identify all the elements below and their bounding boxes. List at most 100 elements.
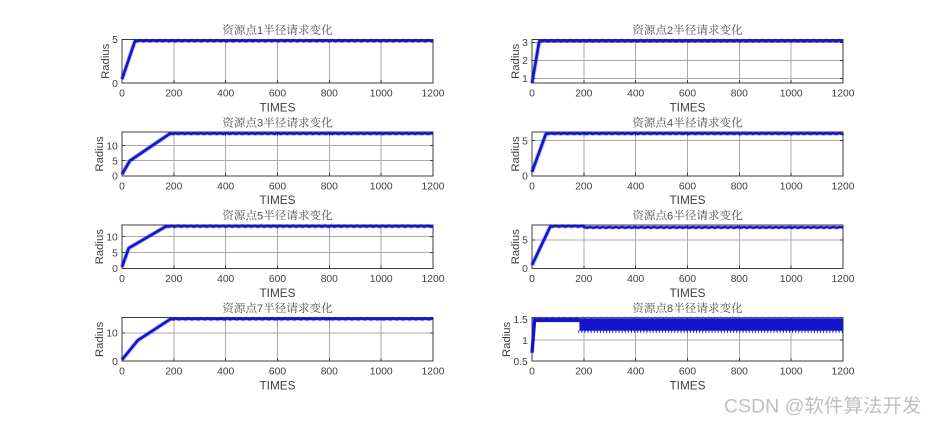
svg-text:1000: 1000 xyxy=(370,89,393,100)
svg-text:0: 0 xyxy=(529,367,535,378)
svg-text:1200: 1200 xyxy=(422,367,445,378)
svg-text:3: 3 xyxy=(522,38,528,49)
svg-text:0: 0 xyxy=(112,357,118,368)
svg-text:TIMES: TIMES xyxy=(259,193,295,207)
svg-text:5: 5 xyxy=(257,210,263,222)
svg-text:1000: 1000 xyxy=(780,181,803,192)
svg-text:TIMES: TIMES xyxy=(669,286,705,300)
svg-text:1200: 1200 xyxy=(832,274,855,285)
svg-text:1200: 1200 xyxy=(422,181,445,192)
svg-text:400: 400 xyxy=(627,181,644,192)
svg-text:600: 600 xyxy=(269,367,286,378)
svg-text:8: 8 xyxy=(667,303,673,315)
svg-text:Radius: Radius xyxy=(501,321,513,357)
svg-text:200: 200 xyxy=(165,274,182,285)
svg-text:1.5: 1.5 xyxy=(513,315,528,326)
svg-text:800: 800 xyxy=(321,89,338,100)
svg-text:200: 200 xyxy=(575,274,592,285)
svg-text:5: 5 xyxy=(522,136,528,147)
svg-text:600: 600 xyxy=(679,274,696,285)
svg-text:TIMES: TIMES xyxy=(669,379,705,393)
svg-text:200: 200 xyxy=(575,181,592,192)
svg-text:0: 0 xyxy=(112,172,118,183)
svg-text:1000: 1000 xyxy=(370,181,393,192)
svg-text:5: 5 xyxy=(112,248,118,259)
svg-text:1000: 1000 xyxy=(780,274,803,285)
svg-text:CSDN @: CSDN @ xyxy=(725,397,805,419)
svg-text:200: 200 xyxy=(165,89,182,100)
svg-text:TIMES: TIMES xyxy=(259,379,295,393)
svg-text:200: 200 xyxy=(575,89,592,100)
svg-text:1200: 1200 xyxy=(832,89,855,100)
svg-text:0: 0 xyxy=(529,274,535,285)
svg-text:600: 600 xyxy=(679,89,696,100)
svg-text:800: 800 xyxy=(731,181,748,192)
svg-text:2: 2 xyxy=(667,25,673,37)
svg-text:TIMES: TIMES xyxy=(669,193,705,207)
svg-text:400: 400 xyxy=(217,89,234,100)
svg-text:0: 0 xyxy=(119,367,125,378)
svg-text:0: 0 xyxy=(119,89,125,100)
svg-text:400: 400 xyxy=(627,274,644,285)
svg-text:10: 10 xyxy=(106,232,118,243)
svg-text:3: 3 xyxy=(257,118,263,130)
svg-text:Radius: Radius xyxy=(94,229,106,265)
svg-text:0: 0 xyxy=(522,264,528,275)
svg-text:0.5: 0.5 xyxy=(513,357,528,368)
svg-text:800: 800 xyxy=(731,89,748,100)
svg-text:Radius: Radius xyxy=(94,136,106,172)
svg-text:Radius: Radius xyxy=(94,321,106,357)
svg-text:0: 0 xyxy=(112,79,118,90)
svg-text:0: 0 xyxy=(522,172,528,183)
svg-text:5: 5 xyxy=(112,156,118,167)
svg-text:1: 1 xyxy=(522,74,528,85)
svg-text:1200: 1200 xyxy=(422,89,445,100)
svg-text:CSDN @: CSDN @ xyxy=(724,396,804,418)
svg-text:600: 600 xyxy=(269,274,286,285)
svg-text:5: 5 xyxy=(112,35,118,46)
svg-text:0: 0 xyxy=(119,274,125,285)
svg-text:0: 0 xyxy=(112,264,118,275)
svg-text:1200: 1200 xyxy=(422,274,445,285)
svg-text:10: 10 xyxy=(106,329,118,340)
svg-text:0: 0 xyxy=(529,89,535,100)
svg-text:400: 400 xyxy=(217,181,234,192)
svg-text:1000: 1000 xyxy=(370,367,393,378)
svg-text:4: 4 xyxy=(667,118,673,130)
svg-text:200: 200 xyxy=(165,181,182,192)
svg-text:800: 800 xyxy=(731,367,748,378)
svg-text:800: 800 xyxy=(321,181,338,192)
svg-text:TIMES: TIMES xyxy=(259,286,295,300)
svg-text:1: 1 xyxy=(522,336,528,347)
svg-text:600: 600 xyxy=(679,181,696,192)
svg-text:Radius: Radius xyxy=(510,136,522,172)
svg-text:7: 7 xyxy=(257,303,263,315)
svg-text:400: 400 xyxy=(627,367,644,378)
svg-text:600: 600 xyxy=(269,89,286,100)
svg-text:1000: 1000 xyxy=(370,274,393,285)
svg-text:400: 400 xyxy=(627,89,644,100)
svg-text:600: 600 xyxy=(269,181,286,192)
svg-text:2: 2 xyxy=(522,56,528,67)
svg-text:400: 400 xyxy=(217,367,234,378)
svg-text:0: 0 xyxy=(119,181,125,192)
svg-text:1200: 1200 xyxy=(832,367,855,378)
svg-text:0: 0 xyxy=(529,181,535,192)
svg-text:1000: 1000 xyxy=(780,89,803,100)
svg-text:600: 600 xyxy=(679,367,696,378)
svg-text:200: 200 xyxy=(575,367,592,378)
svg-text:400: 400 xyxy=(217,274,234,285)
svg-text:Radius: Radius xyxy=(100,43,112,79)
svg-text:1200: 1200 xyxy=(832,181,855,192)
svg-text:6: 6 xyxy=(667,210,673,222)
svg-text:Radius: Radius xyxy=(510,229,522,265)
svg-text:10: 10 xyxy=(106,141,118,152)
svg-text:1000: 1000 xyxy=(780,367,803,378)
svg-text:TIMES: TIMES xyxy=(259,100,295,114)
svg-text:5: 5 xyxy=(522,236,528,247)
svg-text:TIMES: TIMES xyxy=(669,100,705,114)
svg-text:Radius: Radius xyxy=(510,43,522,79)
svg-text:1: 1 xyxy=(257,25,263,37)
svg-text:800: 800 xyxy=(321,274,338,285)
svg-text:200: 200 xyxy=(165,367,182,378)
